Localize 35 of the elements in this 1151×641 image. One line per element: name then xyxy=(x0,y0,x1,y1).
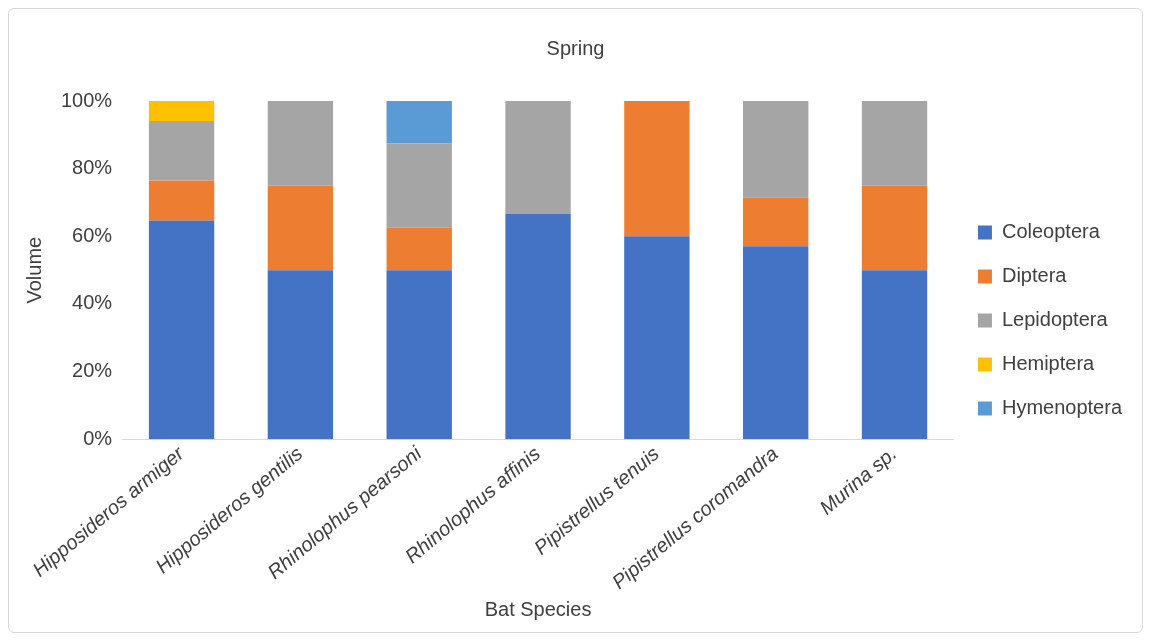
bar xyxy=(861,185,928,271)
bar xyxy=(386,270,452,440)
bar xyxy=(386,143,452,228)
y-tick-label: 20% xyxy=(72,359,113,382)
legend-label: Diptera xyxy=(1001,264,1068,287)
bar xyxy=(386,227,452,271)
bar xyxy=(743,246,809,440)
bar xyxy=(861,101,928,186)
bar xyxy=(148,180,215,221)
y-tick-label: 40% xyxy=(72,291,113,314)
bar xyxy=(386,101,452,144)
legend-label: Coleoptera xyxy=(1001,220,1101,243)
legend-label: Hemiptera xyxy=(1001,352,1096,375)
y-tick-label: 0% xyxy=(83,426,113,449)
chart-title: Spring xyxy=(546,36,605,59)
bar xyxy=(148,120,215,181)
y-tick-label: 100% xyxy=(61,88,113,111)
bar xyxy=(267,270,334,440)
bar xyxy=(624,101,690,237)
y-tick-label: 60% xyxy=(72,223,113,246)
bar xyxy=(267,185,334,271)
bar xyxy=(624,236,690,440)
y-tick-label: 80% xyxy=(72,156,113,179)
bar xyxy=(743,101,809,198)
bar xyxy=(148,220,215,440)
y-axis-title: Volume xyxy=(22,236,45,304)
bar xyxy=(148,101,215,121)
x-axis-title: Bat Species xyxy=(484,597,592,620)
bar xyxy=(505,101,571,214)
bar xyxy=(505,213,571,440)
legend-label: Lepidoptera xyxy=(1001,308,1109,331)
bar xyxy=(861,270,928,440)
legend-label: Hymenoptera xyxy=(1001,396,1123,419)
bar xyxy=(267,101,334,186)
bar xyxy=(743,197,809,247)
